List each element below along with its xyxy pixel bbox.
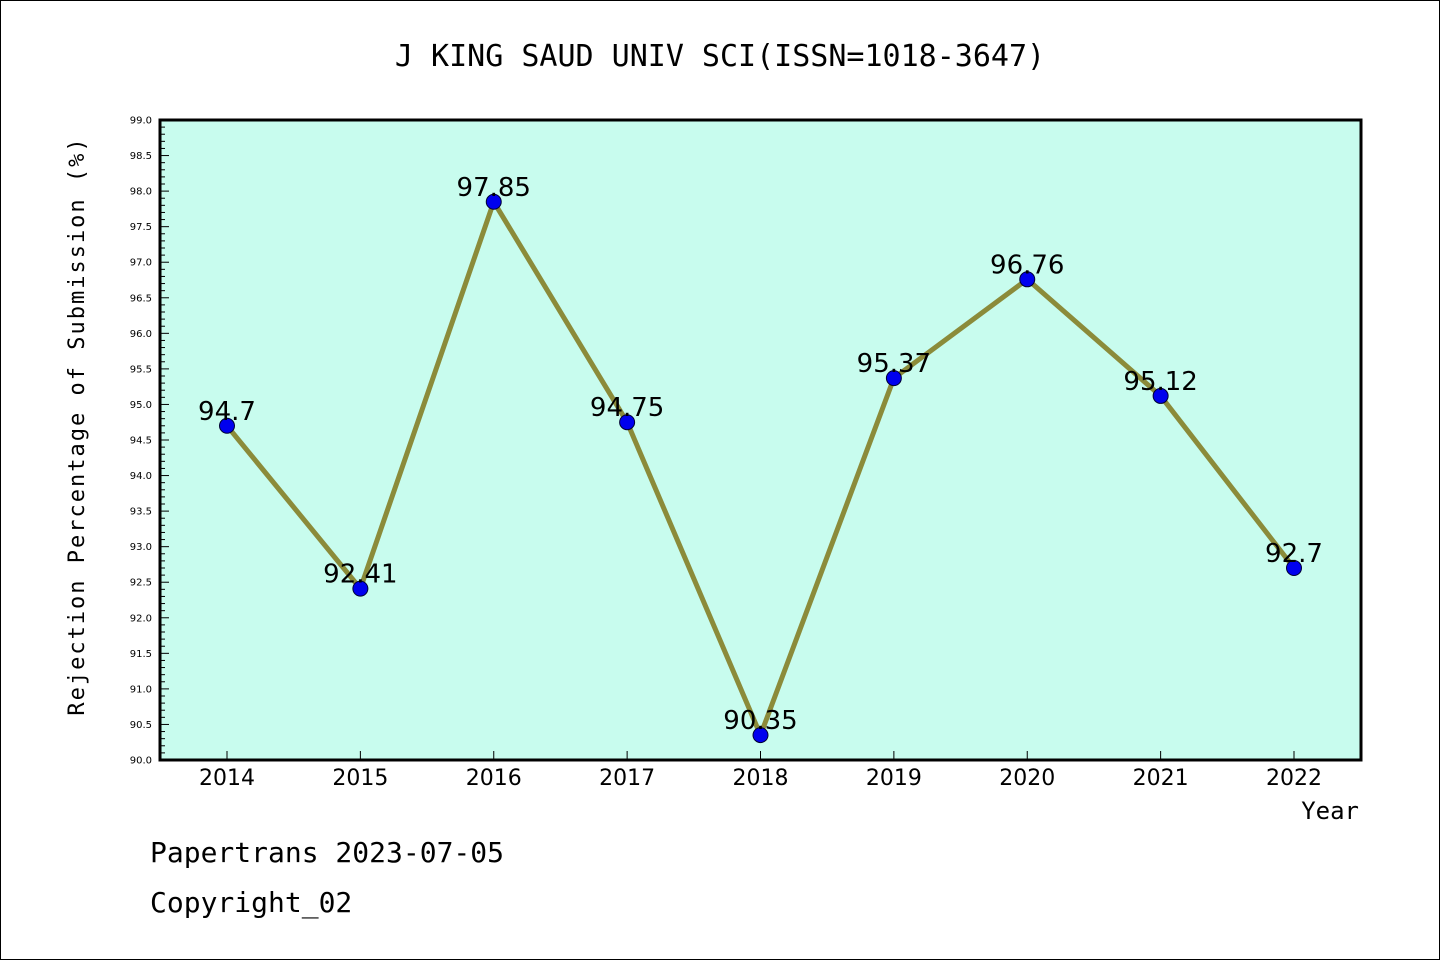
y-tick-label: 91.5	[130, 649, 152, 660]
plot-border	[158, 118, 1363, 762]
plot-area	[160, 120, 1361, 760]
x-tick-label: 2020	[999, 766, 1055, 791]
x-axis: 2014 2015 2016 2017 2018 2019 2020 2021 2022	[199, 751, 1322, 791]
data-point	[752, 727, 769, 744]
y-tick-label: 90.0	[130, 756, 152, 767]
y-tick-label: 95.5	[130, 364, 152, 375]
data-point	[1286, 560, 1302, 576]
y-tick-label: 99.0	[130, 116, 152, 127]
data-labels: 94.7 92.41 97.85 94.75 90.35 95.37 96.76 95.12 9…	[198, 173, 1323, 736]
footer-date: Papertrans 2023-07-05	[150, 836, 505, 869]
y-axis-label: Rejection Percentage of Submission (%)	[65, 136, 90, 715]
data-label: 95.12	[1123, 367, 1197, 397]
chart-title: J KING SAUD UNIV SCI(ISSN=1018-3647)	[395, 39, 1045, 74]
x-tick-label: 2019	[866, 766, 922, 791]
y-tick-label: 94.0	[130, 471, 152, 482]
data-points	[219, 193, 1302, 744]
data-point	[885, 370, 902, 387]
data-label: 92.41	[323, 560, 397, 590]
data-point	[219, 417, 235, 434]
data-point	[485, 193, 502, 210]
data-label: 95.37	[857, 349, 931, 379]
y-tick-label: 98.0	[130, 187, 152, 198]
y-tick-label: 93.5	[130, 507, 152, 518]
y-tick-label: 96.0	[130, 329, 152, 340]
data-label: 90.35	[723, 706, 797, 736]
x-axis-label: Year	[1301, 797, 1359, 825]
x-tick-label: 2018	[733, 766, 789, 791]
y-tick-label: 97.5	[130, 222, 152, 233]
x-tick-label: 2017	[599, 766, 655, 791]
data-label: 97.85	[457, 173, 531, 203]
data-label: 96.76	[990, 250, 1064, 280]
y-tick-label: 98.5	[130, 151, 152, 162]
x-tick-label: 2014	[199, 766, 255, 791]
x-tick-label: 2015	[332, 766, 388, 791]
x-tick-label: 2022	[1266, 766, 1322, 791]
y-tick-label: 97.0	[130, 258, 152, 269]
y-tick-label: 92.0	[130, 613, 152, 624]
data-label: 92.7	[1265, 539, 1323, 569]
data-label: 94.7	[198, 397, 256, 427]
y-tick-label: 93.0	[130, 542, 152, 553]
x-tick-label: 2016	[466, 766, 522, 791]
data-label: 94.75	[590, 393, 664, 423]
y-tick-label: 94.5	[130, 436, 152, 447]
data-point	[352, 580, 369, 597]
data-point	[619, 414, 636, 431]
footer-copyright: Copyright_02	[150, 886, 353, 919]
y-tick-label: 96.5	[130, 293, 152, 304]
x-tick-label: 2021	[1133, 766, 1189, 791]
data-point	[1019, 271, 1036, 288]
data-point	[1152, 387, 1169, 404]
y-tick-label: 92.5	[130, 578, 152, 589]
y-tick-label: 90.5	[130, 720, 152, 731]
y-tick-label: 95.0	[130, 400, 152, 411]
y-tick-label: 91.0	[130, 684, 152, 695]
